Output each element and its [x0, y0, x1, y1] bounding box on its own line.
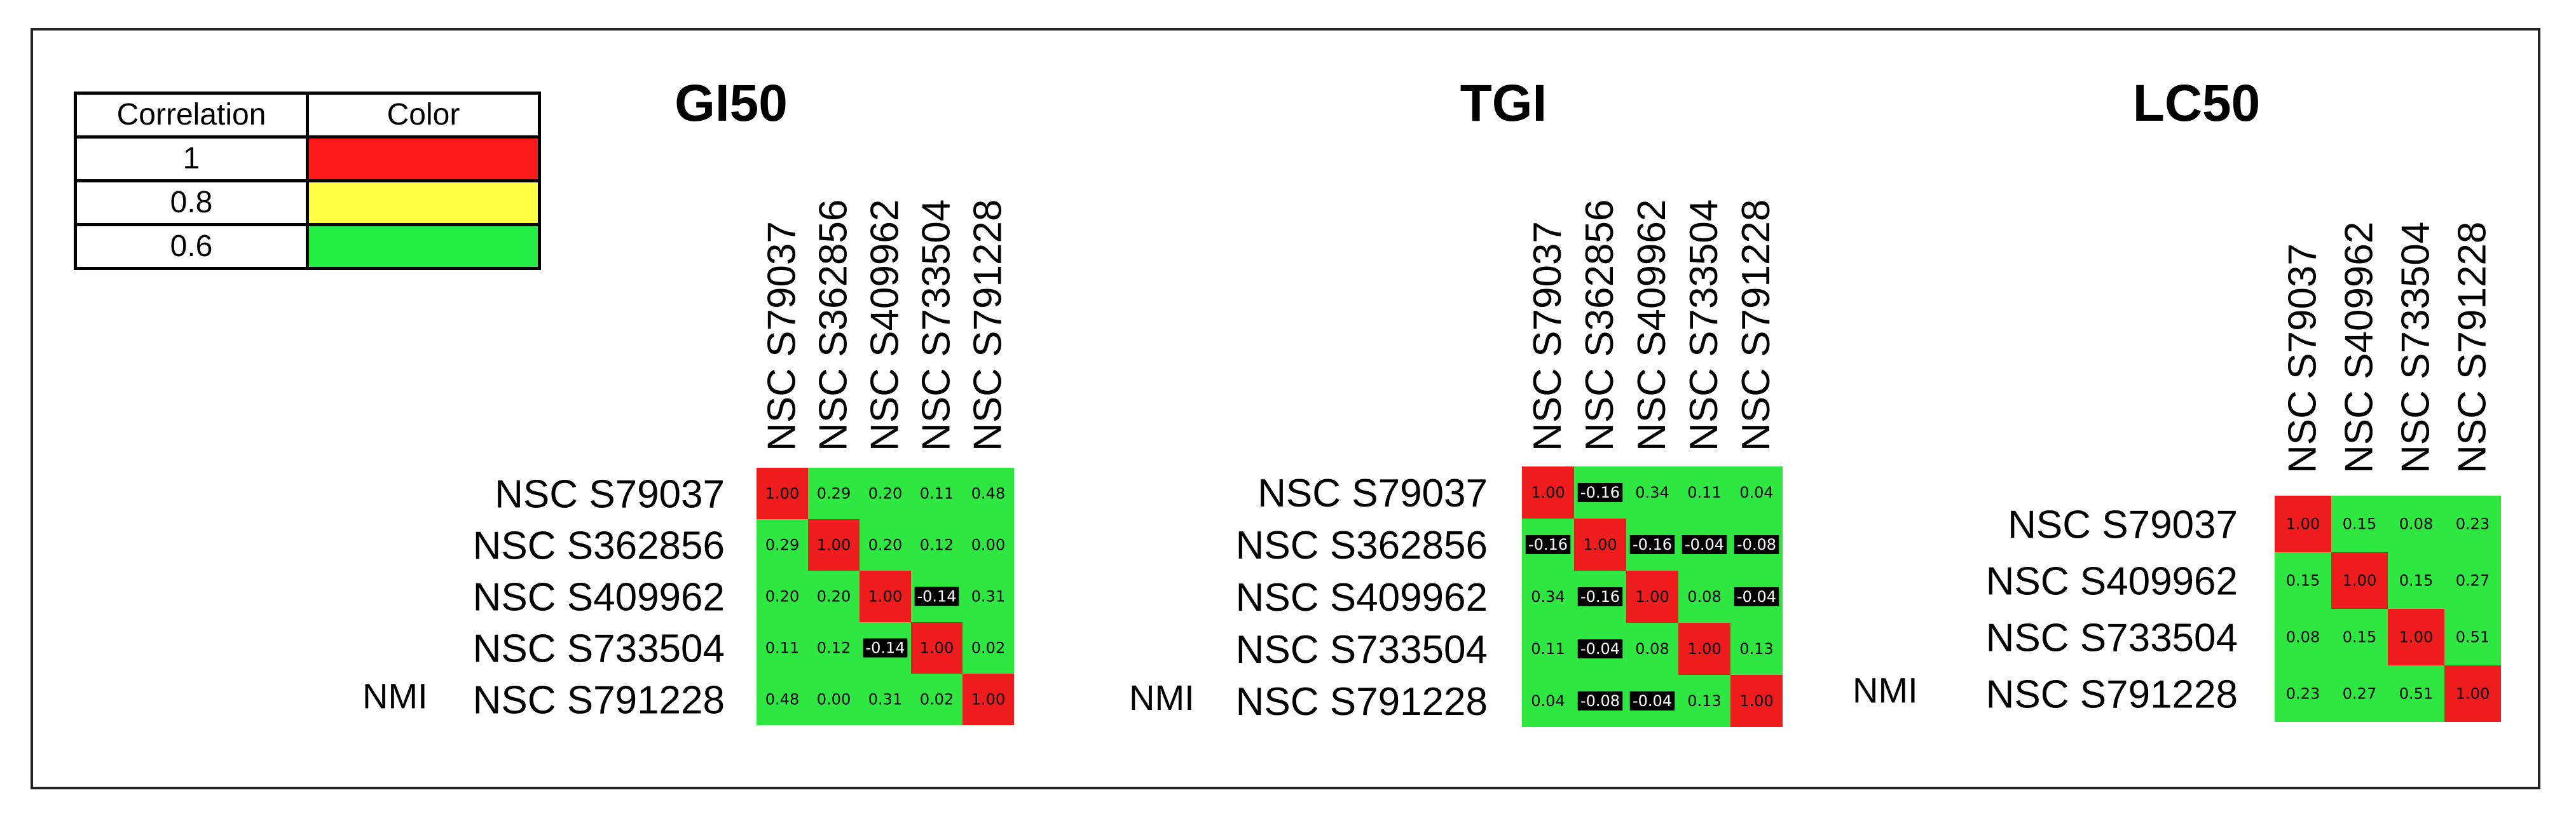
- legend-header-correlation: Correlation: [74, 92, 309, 139]
- legend-row: 0.6: [74, 223, 541, 270]
- correlation-legend: Correlation Color 1 0.8 0.6: [74, 92, 541, 270]
- legend-row: 0.8: [74, 179, 541, 226]
- legend-value: 0.6: [74, 223, 309, 270]
- legend-swatch-green: [306, 223, 541, 270]
- legend-value: 1: [74, 135, 309, 182]
- legend-header-color: Color: [306, 92, 541, 139]
- legend-header-row: Correlation Color: [74, 92, 541, 139]
- legend-row: 1: [74, 135, 541, 182]
- legend-swatch-yellow: [306, 179, 541, 226]
- legend-value: 0.8: [74, 179, 309, 226]
- legend-swatch-red: [306, 135, 541, 182]
